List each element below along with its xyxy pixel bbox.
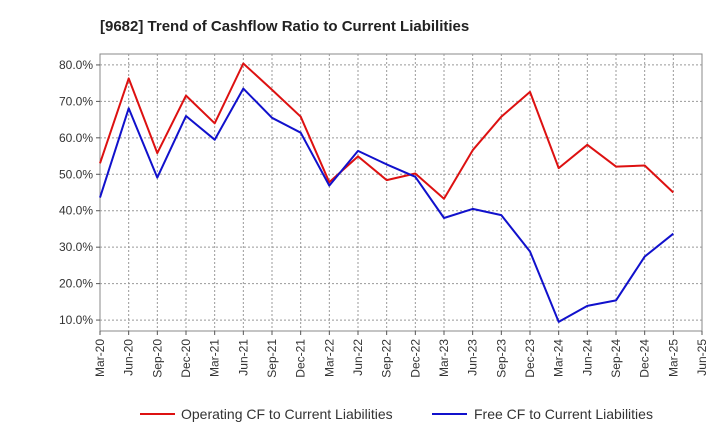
x-tick-label: Sep-20 xyxy=(150,339,164,378)
legend-label-operating-cf: Operating CF to Current Liabilities xyxy=(181,406,393,422)
x-tick-label: Dec-24 xyxy=(638,339,652,378)
x-tick-label: Jun-25 xyxy=(695,339,709,376)
x-tick-label: Sep-23 xyxy=(494,339,508,378)
y-tick-label: 10.0% xyxy=(59,313,93,327)
y-tick-label: 40.0% xyxy=(59,204,93,218)
x-tick-label: Dec-20 xyxy=(179,339,193,378)
y-axis-tick-labels: 10.0% 20.0% 30.0% 40.0% 50.0% 60.0% 70.0% 80.0% xyxy=(59,58,100,327)
x-tick-label: Sep-22 xyxy=(380,339,394,378)
x-tick-label: Jun-22 xyxy=(351,339,365,376)
plot-area xyxy=(99,53,703,332)
y-tick-label: 50.0% xyxy=(59,167,93,181)
x-tick-label: Jun-24 xyxy=(580,339,594,376)
x-tick-label: Jun-23 xyxy=(466,339,480,376)
x-tick-label: Mar-24 xyxy=(552,339,566,377)
x-tick-label: Mar-20 xyxy=(93,339,107,377)
x-tick-label: Sep-24 xyxy=(609,339,623,378)
legend: Operating CF to Current Liabilities Free… xyxy=(140,406,653,422)
x-tick-label: Jun-20 xyxy=(122,339,136,376)
x-tick-label: Mar-21 xyxy=(208,339,222,377)
x-tick-label: Jun-21 xyxy=(236,339,250,376)
y-tick-label: 80.0% xyxy=(59,58,93,72)
series-line-free-cf xyxy=(99,87,674,323)
y-tick-label: 20.0% xyxy=(59,277,93,291)
x-tick-label: Mar-22 xyxy=(322,339,336,377)
x-tick-label: Dec-23 xyxy=(523,339,537,378)
y-tick-label: 60.0% xyxy=(59,131,93,145)
x-tick-label: Mar-25 xyxy=(666,339,680,377)
x-axis-tick-labels: Mar-20 Jun-20 Sep-20 Dec-20 Mar-21 Jun-21 Sep-… xyxy=(93,331,709,378)
y-tick-label: 70.0% xyxy=(59,94,93,108)
x-tick-label: Mar-23 xyxy=(437,339,451,377)
legend-label-free-cf: Free CF to Current Liabilities xyxy=(474,406,653,422)
x-tick-label: Sep-21 xyxy=(265,339,279,378)
x-tick-label: Dec-22 xyxy=(408,339,422,378)
y-tick-label: 30.0% xyxy=(59,240,93,254)
x-tick-label: Dec-21 xyxy=(294,339,308,378)
grid-lines xyxy=(100,54,702,331)
series-lines xyxy=(99,62,674,323)
chart-title: [9682] Trend of Cashflow Ratio to Curren… xyxy=(100,18,469,35)
series-line-operating-cf xyxy=(99,62,674,200)
